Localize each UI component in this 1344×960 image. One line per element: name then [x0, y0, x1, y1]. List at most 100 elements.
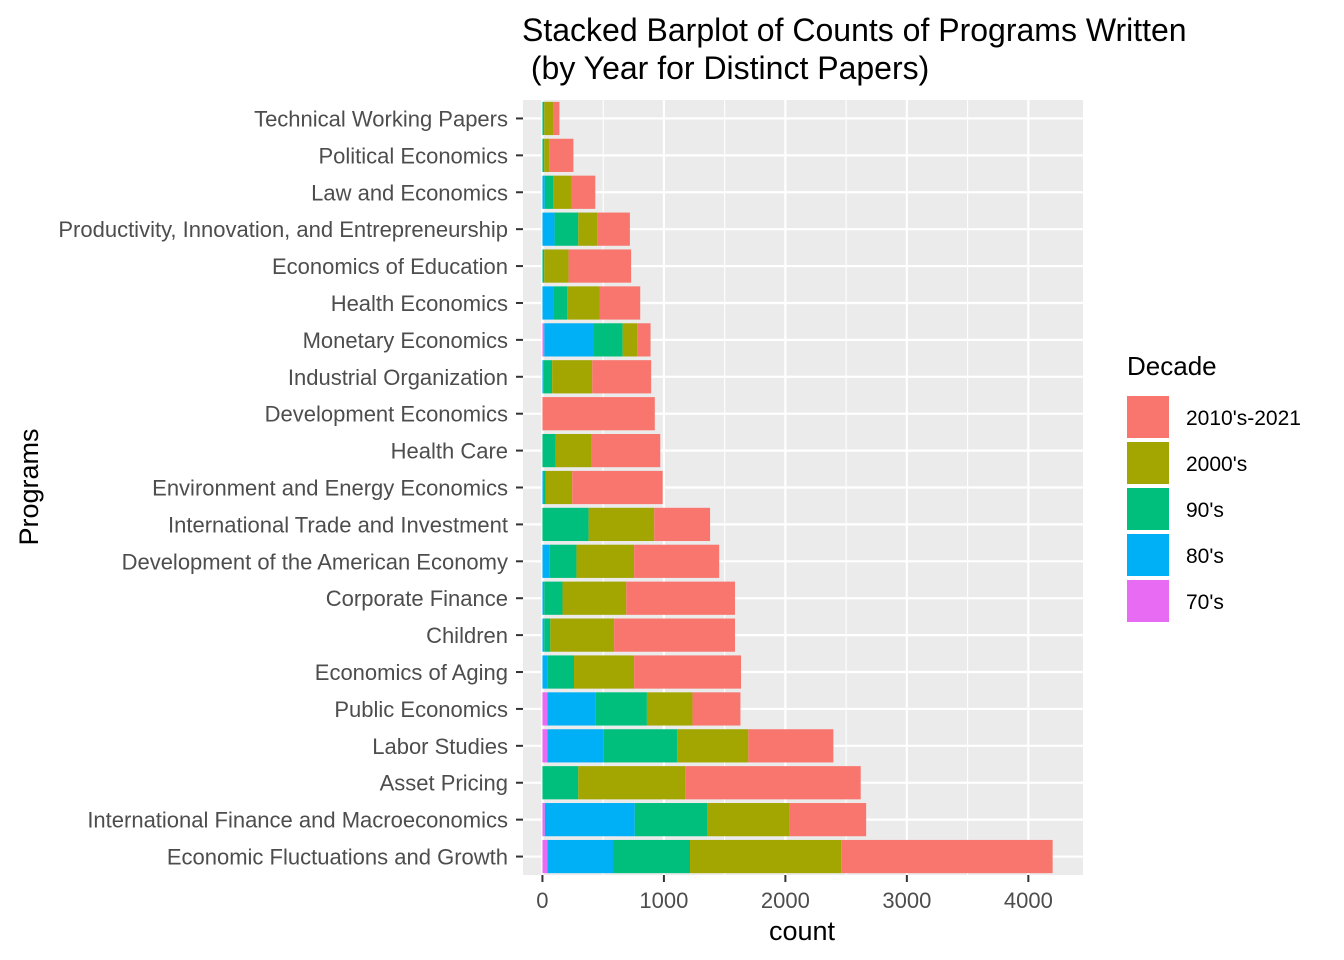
bar-segment-2000-s: [552, 360, 593, 394]
bar-segment-90-s: [554, 212, 579, 246]
y-tick-label: Health Care: [391, 439, 508, 464]
bar-segment-80-s: [542, 286, 554, 320]
y-tick-label: Asset Pricing: [380, 771, 508, 796]
y-tick-label: Political Economics: [318, 143, 508, 168]
bar-segment-70-s: [542, 692, 548, 726]
x-axis-ticks: 0 1000 2000 3000 4000: [536, 875, 1053, 913]
bar-segment-2010-s-2021: [626, 581, 735, 615]
bar-segment-2010-s-2021: [637, 323, 651, 357]
bar-segment-90-s: [543, 360, 553, 394]
bar-segment-70-s: [542, 839, 548, 874]
y-tick-label: Labor Studies: [372, 734, 508, 759]
legend-label: 80's: [1186, 545, 1224, 568]
bar-segment-2000-s: [544, 101, 554, 136]
bar-segment-2010-s-2021: [553, 101, 560, 136]
x-tick-label: 4000: [1004, 888, 1053, 913]
bar-segment-2010-s-2021: [542, 397, 655, 431]
bar-segment-80-s: [542, 212, 555, 246]
y-axis-title: Programs: [14, 428, 44, 545]
bar-segment-70-s: [542, 729, 548, 763]
bar-segment-80-s: [542, 175, 545, 209]
bar-segment-2010-s-2021: [654, 507, 711, 542]
bar-segment-2010-s-2021: [591, 433, 661, 468]
legend-key: [1127, 396, 1169, 438]
bar-segment-2010-s-2021: [614, 618, 735, 652]
bar-segment-2000-s: [677, 729, 749, 763]
bar-segment-2000-s: [690, 839, 842, 874]
bar-segment-90-s: [595, 692, 647, 726]
bar-segment-90-s: [549, 544, 577, 578]
bar-segment-2000-s: [544, 249, 569, 283]
legend-label: 2000's: [1186, 453, 1247, 476]
bar-segment-2000-s: [576, 544, 635, 578]
y-tick-label: Economics of Aging: [315, 660, 508, 685]
bar-segment-80-s: [547, 692, 596, 726]
chart-title-line-1: Stacked Barplot of Counts of Programs Wr…: [522, 12, 1187, 48]
bar-segment-80-s: [547, 729, 604, 763]
y-tick-label: Monetary Economics: [303, 328, 508, 353]
legend-label: 70's: [1186, 591, 1224, 614]
y-tick-label: Economic Fluctuations and Growth: [167, 845, 508, 870]
y-tick-label: Law and Economics: [311, 180, 508, 205]
y-tick-label: Development of the American Economy: [122, 549, 508, 574]
bar-segment-2000-s: [707, 803, 790, 837]
legend-key: [1127, 534, 1169, 576]
bar-segment-2010-s-2021: [692, 692, 741, 726]
bar-segment-90-s: [593, 323, 623, 357]
legend-key: [1127, 580, 1169, 622]
bar-segment-2000-s: [562, 581, 627, 615]
grid-lines: [523, 100, 1083, 875]
legend-title: Decade: [1127, 351, 1217, 381]
bar-segment-80-s: [542, 544, 550, 578]
bar-segment-80-s: [544, 323, 594, 357]
chart-title-line-2: (by Year for Distinct Papers): [522, 50, 929, 86]
bar-segment-2010-s-2021: [841, 839, 1053, 874]
bar-segment-80-s: [542, 360, 544, 394]
bar-segment-90-s: [542, 766, 579, 800]
bar-segment-2010-s-2021: [572, 470, 663, 505]
x-tick-label: 2000: [761, 888, 810, 913]
bar-segment-90-s: [544, 581, 563, 615]
y-tick-label: Environment and Energy Economics: [152, 476, 508, 501]
bar-segment-2010-s-2021: [748, 729, 834, 763]
bar-segment-90-s: [542, 507, 589, 542]
bar-segment-2010-s-2021: [685, 766, 861, 800]
legend-key: [1127, 442, 1169, 484]
y-tick-label: Industrial Organization: [288, 365, 508, 390]
bar-segment-90-s: [544, 618, 551, 652]
bar-segment-2010-s-2021: [571, 175, 596, 209]
bar-segment-2000-s: [553, 175, 572, 209]
y-tick-label: International Finance and Macroeconomics: [87, 808, 508, 833]
legend-label: 2010's-2021: [1186, 407, 1301, 430]
y-tick-label: International Trade and Investment: [168, 512, 508, 537]
bar-segment-2010-s-2021: [634, 655, 742, 689]
bar-segment-2000-s: [555, 433, 592, 468]
y-tick-label: Economics of Education: [272, 254, 508, 279]
bar-segment-2000-s: [622, 323, 638, 357]
x-tick-label: 1000: [639, 888, 688, 913]
bar-segment-2010-s-2021: [568, 249, 632, 283]
y-tick-label: Productivity, Innovation, and Entreprene…: [58, 217, 508, 242]
bar-segment-2000-s: [578, 212, 598, 246]
bar-segment-2010-s-2021: [599, 286, 641, 320]
bar-segment-90-s: [547, 655, 575, 689]
x-tick-label: 0: [536, 888, 548, 913]
bar-segment-90-s: [542, 101, 545, 136]
bar-segment-2010-s-2021: [592, 360, 652, 394]
x-axis-title: count: [769, 916, 836, 946]
y-tick-label: Technical Working Papers: [254, 106, 508, 131]
bar-segment-80-s: [547, 839, 614, 874]
x-tick-label: 3000: [882, 888, 931, 913]
bars: [542, 101, 1053, 874]
bar-segment-2010-s-2021: [634, 544, 720, 578]
bar-segment-2000-s: [567, 286, 600, 320]
chart-title: Stacked Barplot of Counts of Programs Wr…: [522, 12, 1187, 86]
y-tick-label: Development Economics: [265, 402, 508, 427]
y-tick-label: Public Economics: [334, 697, 508, 722]
bar-segment-90-s: [544, 175, 554, 209]
bar-segment-70-s: [542, 803, 545, 837]
bar-segment-80-s: [542, 581, 545, 615]
bar-segment-90-s: [542, 249, 545, 283]
bar-segment-90-s: [603, 729, 678, 763]
